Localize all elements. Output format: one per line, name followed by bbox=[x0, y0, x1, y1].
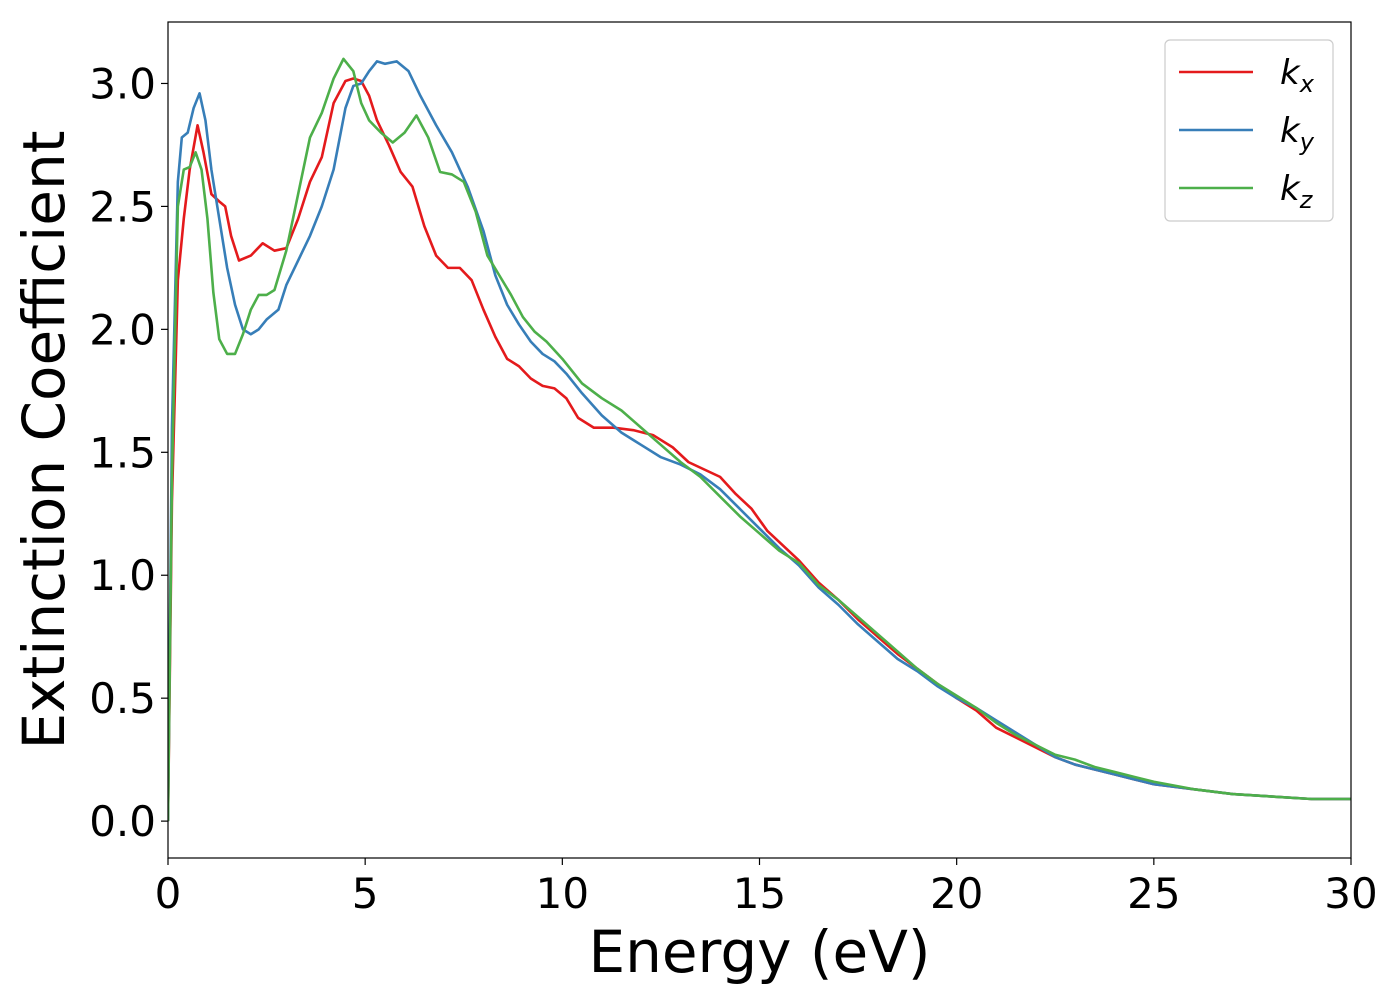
y-tick-label: 0.5 bbox=[89, 674, 156, 723]
y-tick-label: 2.0 bbox=[89, 305, 156, 354]
y-tick-label: 1.5 bbox=[89, 428, 156, 477]
series-layer bbox=[168, 57, 1351, 822]
y-tick-label: 0.0 bbox=[89, 797, 156, 846]
y-axis-label: Extinction Coefficient bbox=[10, 131, 78, 750]
y-tick-label: 2.5 bbox=[89, 182, 156, 231]
legend: kx ky kz bbox=[1164, 39, 1334, 222]
y-axis-ticks: 0.0 0.5 1.0 1.5 2.0 2.5 3.0 bbox=[89, 59, 168, 846]
x-axis-label: Energy (eV) bbox=[588, 918, 930, 986]
x-tick-label: 25 bbox=[1127, 869, 1180, 918]
x-tick-label: 15 bbox=[733, 869, 786, 918]
x-axis-ticks: 0 5 10 15 20 25 30 bbox=[155, 858, 1378, 918]
legend-label-k_z: kz bbox=[1280, 169, 1314, 214]
x-tick-label: 20 bbox=[930, 869, 983, 918]
series-line-k_y bbox=[168, 60, 1351, 822]
x-tick-label: 0 bbox=[155, 869, 182, 918]
y-tick-label: 1.0 bbox=[89, 551, 156, 600]
series-line-k_z bbox=[168, 57, 1351, 822]
legend-label-k_y: ky bbox=[1280, 111, 1315, 156]
x-tick-label: 30 bbox=[1324, 869, 1377, 918]
x-tick-label: 10 bbox=[536, 869, 589, 918]
x-tick-label: 5 bbox=[352, 869, 379, 918]
y-tick-label: 3.0 bbox=[89, 59, 156, 108]
legend-label-k_x: kx bbox=[1280, 53, 1315, 98]
series-line-k_x bbox=[168, 77, 1351, 822]
